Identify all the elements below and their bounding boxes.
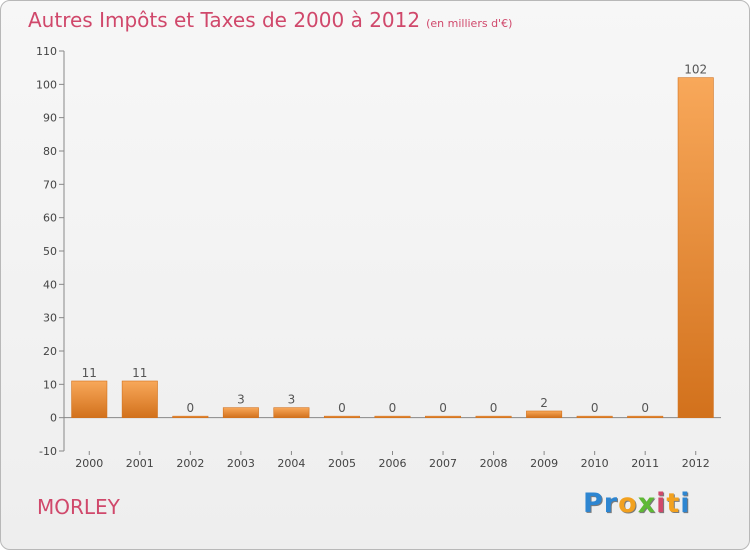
bar-2003	[222, 407, 259, 418]
commune-name: MORLEY	[37, 495, 120, 519]
bar-2007	[425, 415, 462, 418]
x-tick-label: 2010	[581, 457, 609, 470]
chart-title-text: Autres Impôts et Taxes de 2000 à 2012	[28, 8, 421, 32]
data-label: 11	[82, 366, 97, 380]
x-tick-label: 2002	[176, 457, 204, 470]
data-label: 0	[389, 401, 397, 415]
y-tick-label: 110	[36, 45, 57, 58]
chart-title: Autres Impôts et Taxes de 2000 à 2012 (en…	[28, 8, 512, 32]
x-tick-label: 2011	[631, 457, 659, 470]
bar-2008	[475, 415, 512, 418]
bar-2006	[374, 415, 411, 418]
logo-letter: t	[666, 488, 681, 519]
x-tick-label: 2012	[682, 457, 710, 470]
data-label: 2	[540, 396, 548, 410]
data-label: 0	[490, 401, 498, 415]
data-label: 0	[187, 401, 195, 415]
y-tick-label: 60	[43, 212, 57, 225]
bar-2010	[576, 415, 613, 418]
y-tick-label: -10	[39, 445, 57, 458]
y-tick-label: 10	[43, 378, 57, 391]
data-label: 0	[338, 401, 346, 415]
proxiti-logo: Proxiti	[583, 488, 691, 519]
x-tick-label: 2000	[75, 457, 103, 470]
x-tick-label: 2003	[227, 457, 255, 470]
bar-2009	[526, 410, 563, 418]
logo-letter: P	[583, 488, 604, 519]
logo-letter: r	[603, 488, 619, 519]
x-tick-label: 2006	[379, 457, 407, 470]
data-labels: 11 11 0 3 3 0 0 0 0 2 0 0 102	[82, 63, 708, 415]
data-label: 3	[237, 393, 245, 407]
y-tick-label: 70	[43, 178, 57, 191]
bar-2011	[627, 415, 664, 418]
y-tick-label: 0	[50, 412, 57, 425]
bar-2012	[677, 77, 714, 418]
x-tick-label: 2007	[429, 457, 457, 470]
bar-2001	[121, 380, 158, 418]
data-label: 3	[288, 393, 296, 407]
logo-letter: i	[656, 488, 667, 519]
y-tick-label: 90	[43, 112, 57, 125]
y-tick-label: 20	[43, 345, 57, 358]
y-tick-label: 80	[43, 145, 57, 158]
bar-2005	[323, 415, 360, 418]
chart-subtitle: (en milliers d'€)	[426, 17, 513, 30]
y-tick-label: 40	[43, 278, 57, 291]
data-label: 11	[132, 366, 147, 380]
y-tick-label: 50	[43, 245, 57, 258]
logo-letter: x	[637, 488, 657, 519]
bar-2000	[71, 380, 108, 418]
y-tick-label: 100	[36, 78, 57, 91]
logo-letter: i	[680, 488, 691, 519]
data-label: 0	[439, 401, 447, 415]
bar-2002	[172, 415, 209, 418]
data-label: 102	[684, 63, 707, 77]
x-tick-label: 2001	[126, 457, 154, 470]
x-tick-label: 2009	[530, 457, 558, 470]
data-label: 0	[591, 401, 599, 415]
y-tick-label: 30	[43, 312, 57, 325]
bar-2004	[273, 407, 310, 418]
bars	[71, 77, 714, 418]
x-tick-label: 2005	[328, 457, 356, 470]
x-tick-label: 2004	[277, 457, 305, 470]
logo-letter: o	[618, 488, 638, 519]
x-tick-label: 2008	[480, 457, 508, 470]
data-label: 0	[641, 401, 649, 415]
